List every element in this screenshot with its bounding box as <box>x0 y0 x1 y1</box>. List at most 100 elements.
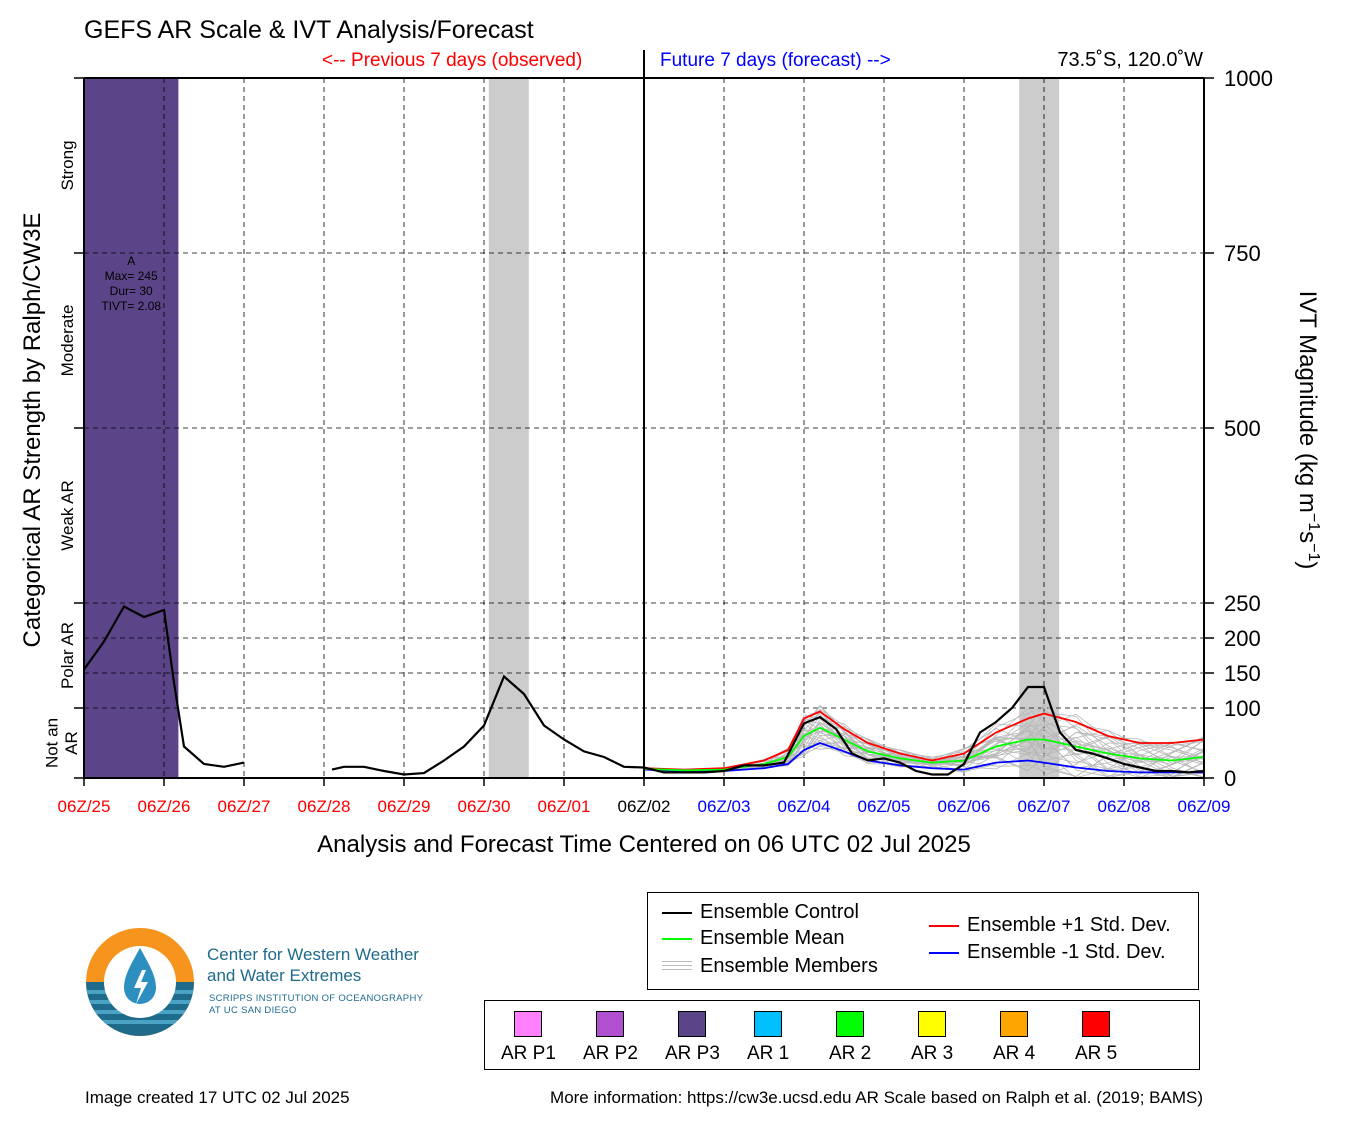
legend-item-mean: Ensemble Mean <box>662 927 845 950</box>
cw3e-logo-icon <box>86 928 194 1036</box>
category-band-label-line: Not an <box>43 718 62 768</box>
x-tick-label: 06Z/05 <box>858 797 911 816</box>
legend-item-control: Ensemble Control <box>662 901 859 924</box>
x-tick-label: 06Z/29 <box>378 797 431 816</box>
category-swatch <box>1082 1011 1111 1037</box>
x-tick-label: 06Z/06 <box>938 797 991 816</box>
legend-label: Ensemble +1 Std. Dev. <box>967 914 1171 936</box>
ar-event-annotation: A <box>127 254 135 268</box>
category-item-ar-2: AR 2 <box>829 1011 871 1065</box>
ensemble-member-line <box>643 703 1205 775</box>
category-item-ar-3: AR 3 <box>911 1011 953 1065</box>
category-label: AR P1 <box>501 1043 556 1064</box>
series-line-ensemble-1-std-dev- <box>643 742 1204 774</box>
legend-item-minus-std: Ensemble -1 Std. Dev. <box>929 941 1166 964</box>
axis-labels-layer: 06Z/25 06Z/26 06Z/27 06Z/28 06Z/29 06Z/30 06Z/… <box>19 66 1322 858</box>
legend-swatch <box>929 951 959 954</box>
category-swatch <box>514 1011 543 1037</box>
category-swatch <box>754 1011 783 1037</box>
series-line-ensemble-mean <box>643 726 1205 772</box>
legend-swatch <box>929 924 959 927</box>
ar-event-annotation: Max= 245 <box>105 269 158 283</box>
category-label: AR 5 <box>1075 1043 1118 1064</box>
logo-sub-line2: AT UC SAN DIEGO <box>209 1005 297 1016</box>
category-band-label-line: Strong <box>58 140 77 190</box>
previous-period-label: <-- Previous 7 days (observed) <box>322 50 583 71</box>
x-tick-label: 06Z/08 <box>1098 797 1151 816</box>
x-tick-label: 06Z/26 <box>138 797 191 816</box>
logo-name-line2: and Water Extremes <box>207 966 362 985</box>
category-item-ar-p2: AR P2 <box>583 1011 638 1065</box>
x-tick-label: 06Z/27 <box>218 797 271 816</box>
ar-event-annotation: Dur= 30 <box>110 284 153 298</box>
logo-organization-name: Center for Western Weather and Water Ext… <box>207 944 419 986</box>
category-swatch <box>596 1011 625 1037</box>
category-label: AR 4 <box>993 1043 1036 1064</box>
series-line-ensemble-control <box>83 605 245 768</box>
category-label: AR P2 <box>583 1043 638 1064</box>
future-period-label: Future 7 days (forecast) --> <box>660 50 891 71</box>
legend-swatch <box>662 937 692 940</box>
category-band-label: Not anAR <box>43 718 82 768</box>
category-band-label-line: AR <box>62 731 81 755</box>
y-tick-label: 250 <box>1224 591 1261 616</box>
ar-event-annotation: TIVT= 2.08 <box>101 299 161 313</box>
category-item-ar-5: AR 5 <box>1075 1011 1117 1065</box>
series-legend: Ensemble Control Ensemble Mean Ensemble … <box>647 892 1199 990</box>
y-tick-label: 150 <box>1224 661 1261 686</box>
category-swatch <box>918 1011 947 1037</box>
y-tick-label: 100 <box>1224 696 1261 721</box>
logo-name-line1: Center for Western Weather <box>207 945 419 964</box>
ar-category-legend: AR P1 AR P2 AR P3 AR 1 AR 2 AR 3 AR 4 AR 5 <box>484 1000 1200 1070</box>
image-created-note: Image created 17 UTC 02 Jul 2025 <box>85 1088 350 1107</box>
category-swatch <box>836 1011 865 1037</box>
category-item-ar-1: AR 1 <box>747 1011 789 1065</box>
legend-label: Ensemble Mean <box>700 927 845 949</box>
y-axis-right-title-part: s <box>1294 531 1321 543</box>
y-tick-label: 500 <box>1224 416 1261 441</box>
category-band-label: Strong <box>58 140 77 190</box>
category-band-label-line: Polar AR <box>58 622 77 689</box>
legend-label: Ensemble -1 Std. Dev. <box>967 941 1166 963</box>
logo-subtitle: SCRIPPS INSTITUTION OF OCEANOGRAPHY AT U… <box>209 993 423 1017</box>
x-tick-label: 06Z/25 <box>58 797 111 816</box>
y-axis-right-title: IVT Magnitude (kg m−1s−1) <box>1294 291 1322 570</box>
category-swatch <box>1000 1011 1029 1037</box>
legend-label: Ensemble Control <box>700 901 859 923</box>
category-band-label-line: Weak AR <box>58 480 77 551</box>
legend-swatch <box>662 960 692 973</box>
y-axis-right-title-part: −1 <box>1305 513 1322 531</box>
logo-sub-line1: SCRIPPS INSTITUTION OF OCEANOGRAPHY <box>209 993 424 1004</box>
category-label: AR P3 <box>665 1043 720 1064</box>
y-axis-right-title-part: −1 <box>1305 543 1322 561</box>
x-tick-label: 06Z/04 <box>778 797 831 816</box>
category-band-label: Polar AR <box>58 622 77 689</box>
x-tick-label: 06Z/28 <box>298 797 351 816</box>
y-tick-label: 0 <box>1224 766 1236 791</box>
y-axis-right-title-part: ) <box>1294 561 1321 569</box>
axes-frame <box>74 50 1214 786</box>
category-label: AR 3 <box>911 1043 954 1064</box>
category-item-ar-p1: AR P1 <box>501 1011 556 1065</box>
category-label: AR 2 <box>829 1043 872 1064</box>
category-band-label-line: Moderate <box>58 305 77 377</box>
x-tick-label: 06Z/07 <box>1018 797 1071 816</box>
category-swatch <box>678 1011 707 1037</box>
series-line-ensemble-1-std-dev- <box>643 710 1205 771</box>
cw3e-logo <box>84 926 196 1043</box>
legend-swatch <box>662 911 692 914</box>
more-info-note: More information: https://cw3e.ucsd.edu … <box>550 1088 1203 1107</box>
x-axis-title: Analysis and Forecast Time Centered on 0… <box>317 831 971 858</box>
y-tick-label: 200 <box>1224 626 1261 651</box>
legend-item-plus-std: Ensemble +1 Std. Dev. <box>929 914 1171 937</box>
y-tick-label: 1000 <box>1224 66 1273 91</box>
category-band-label: Weak AR <box>58 480 77 551</box>
x-tick-label: 06Z/01 <box>538 797 591 816</box>
x-tick-label: 06Z/09 <box>1178 797 1231 816</box>
y-tick-label: 750 <box>1224 241 1261 266</box>
x-tick-label: 06Z/02 <box>618 797 671 816</box>
x-tick-label: 06Z/03 <box>698 797 751 816</box>
x-tick-label: 06Z/30 <box>458 797 511 816</box>
category-band-label: Moderate <box>58 305 77 377</box>
